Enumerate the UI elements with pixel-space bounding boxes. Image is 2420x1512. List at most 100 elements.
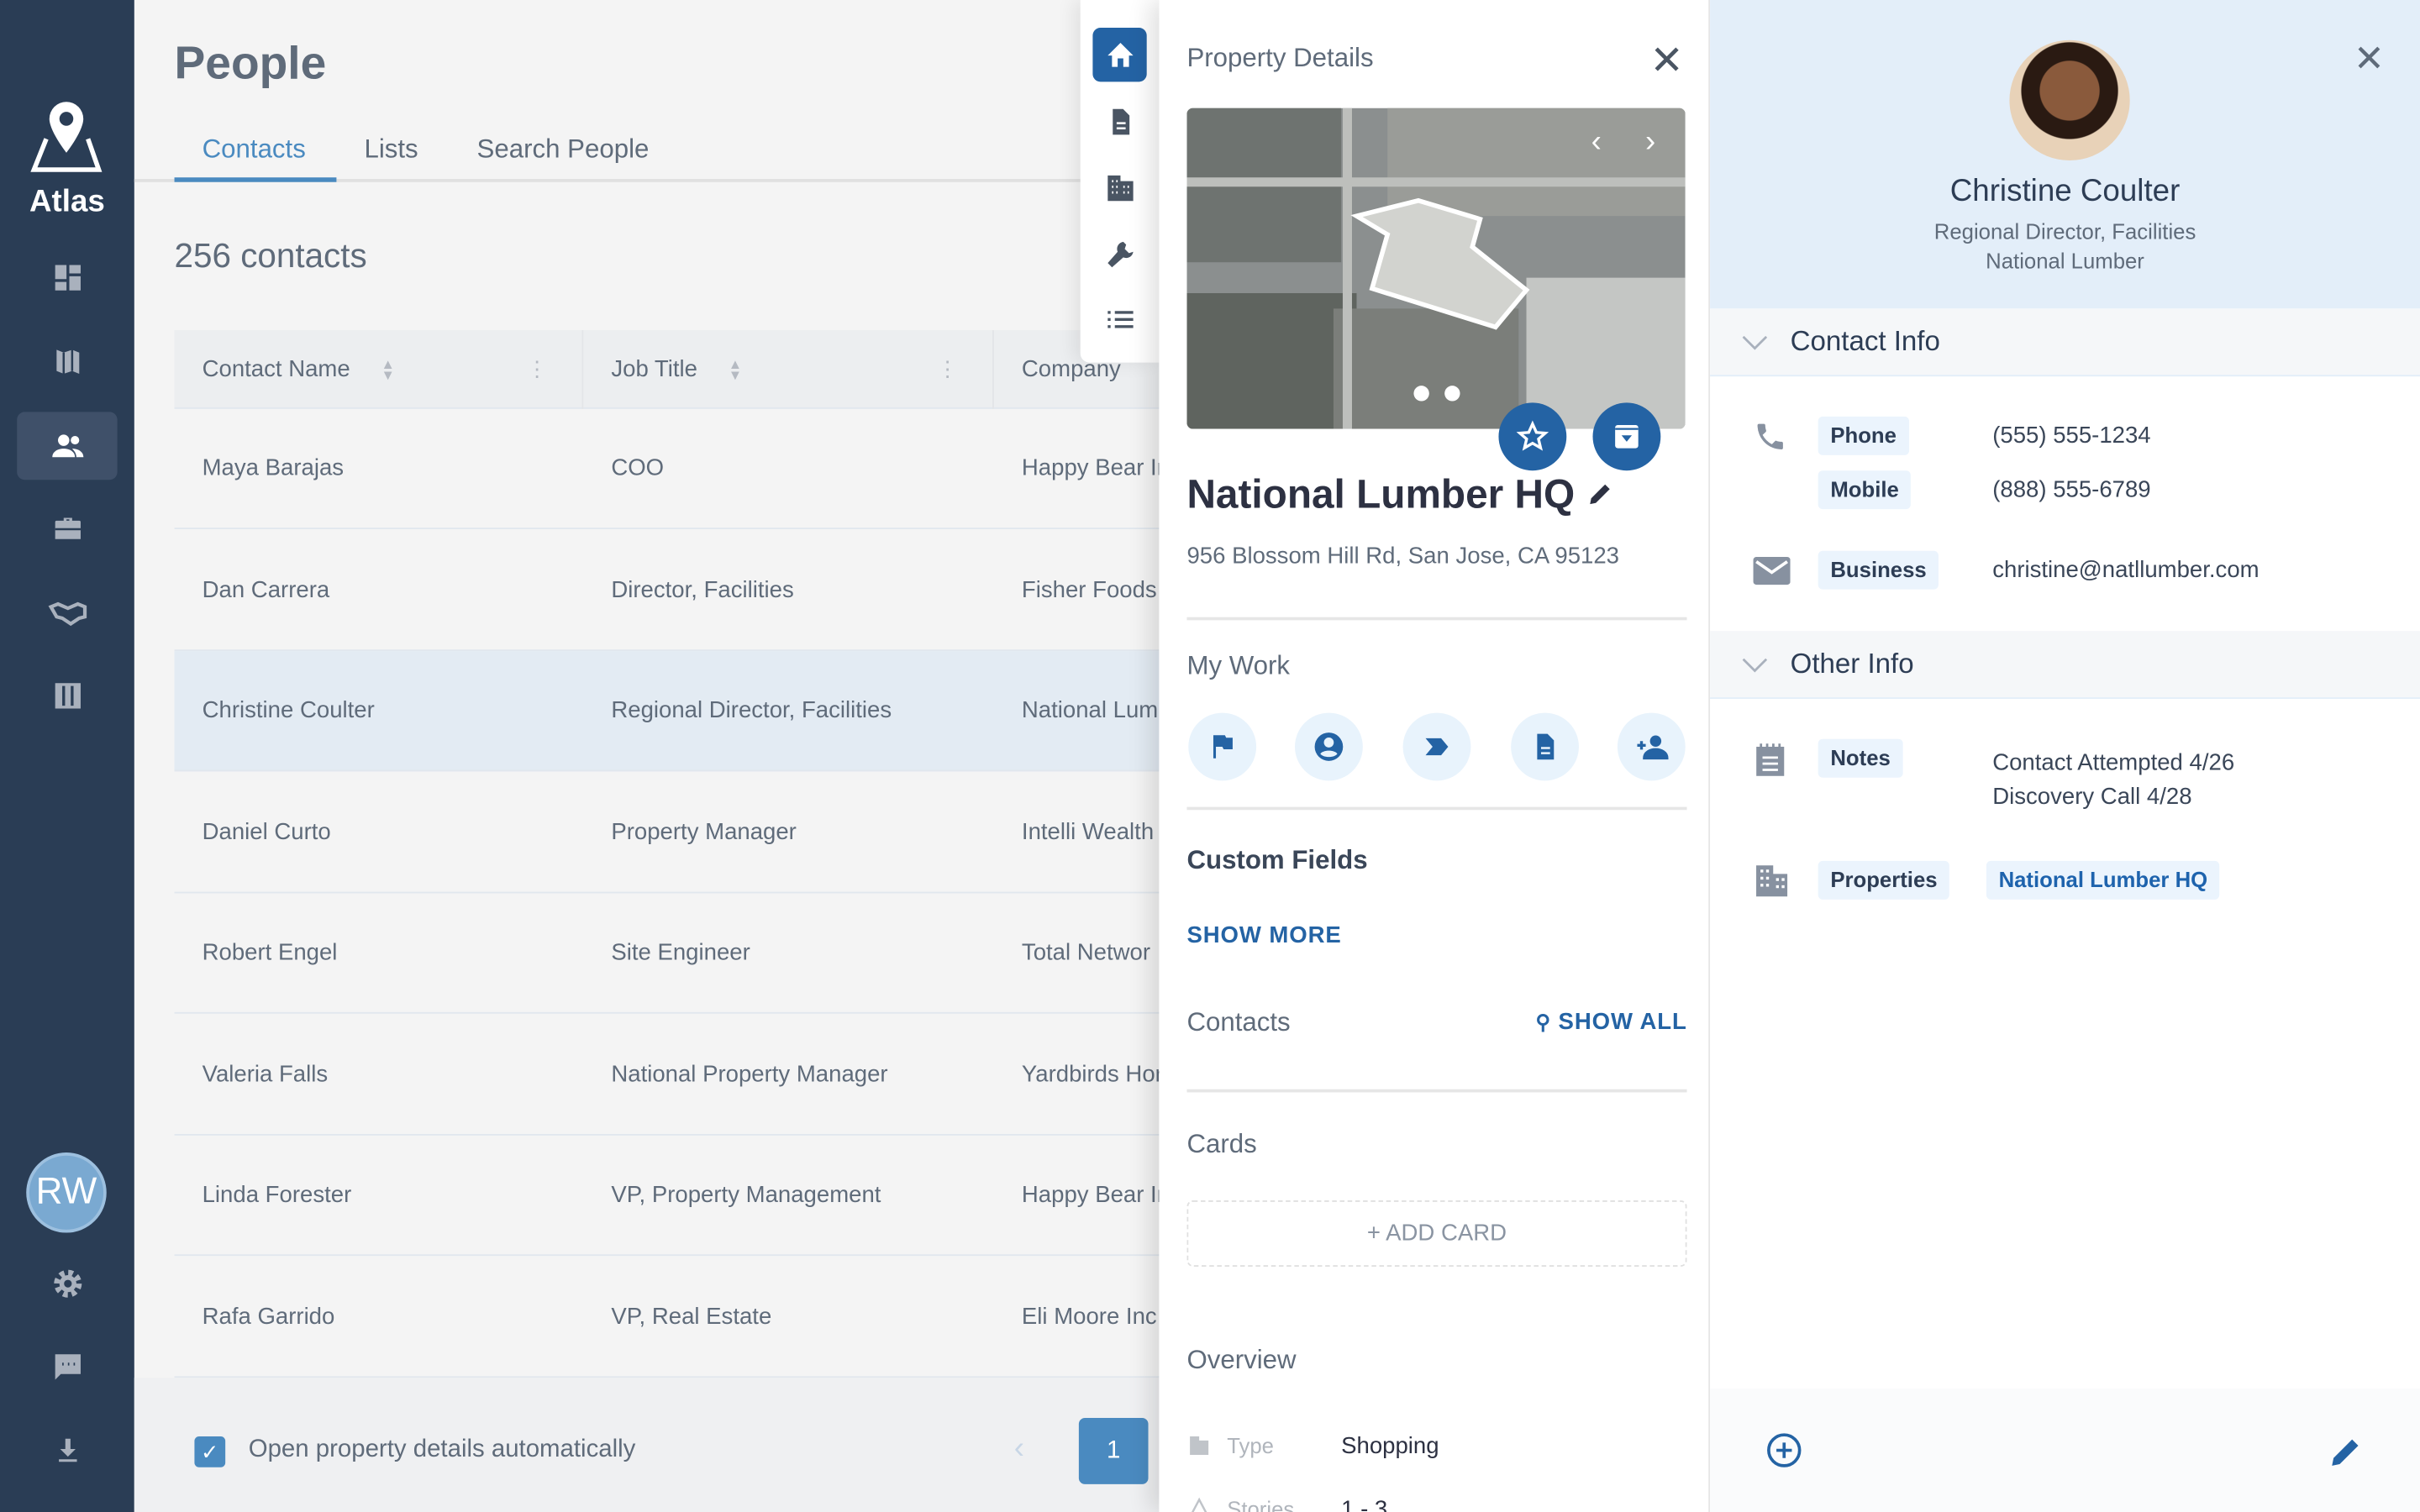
favorite-button[interactable] — [1498, 402, 1567, 471]
divider — [1186, 806, 1687, 811]
edit-contact-icon[interactable] — [2328, 1433, 2365, 1470]
nav-columns[interactable] — [17, 662, 117, 730]
work-flag-button[interactable] — [1188, 712, 1257, 781]
toolbar-document[interactable] — [1092, 94, 1146, 148]
overview-stories-label: Stories — [1227, 1496, 1295, 1512]
chevron-stage-icon — [1425, 738, 1449, 756]
nav-deals[interactable] — [17, 579, 117, 647]
company-cell: Yardbirds Hor — [1021, 1060, 1163, 1087]
toolbar-home[interactable] — [1092, 28, 1147, 82]
contact-name-cell: Daniel Curto — [202, 818, 331, 845]
contact-name-cell: Robert Engel — [202, 939, 338, 966]
map-icon — [55, 349, 79, 374]
sidebar: Atlas RW — [0, 0, 134, 1512]
table-row[interactable]: Daniel Curto Property Manager Intelli Weal… — [174, 772, 1163, 893]
mobile-value[interactable]: (888) 555-6789 — [1992, 476, 2151, 503]
document-icon — [1112, 108, 1129, 134]
column-contact-name[interactable]: Contact Name ▲ ▼ ⋮ — [175, 330, 584, 409]
work-stage-button[interactable] — [1402, 712, 1471, 781]
table-row[interactable]: Robert Engel Site Engineer Total Networ — [174, 893, 1163, 1014]
other-info-section[interactable]: Other Info — [1710, 631, 2420, 700]
close-property-button[interactable]: ✕ — [1649, 37, 1684, 84]
job-title-cell: COO — [611, 454, 665, 482]
column-menu-icon[interactable]: ⋮ — [936, 356, 959, 381]
property-name: National Lumber HQ — [1186, 470, 1613, 518]
prev-page-button[interactable]: ‹ — [1013, 1431, 1024, 1466]
tab-contacts[interactable]: Contacts — [202, 134, 306, 164]
table-row[interactable]: Christine Coulter Regional Director, Faci… — [174, 651, 1163, 772]
nav-people[interactable] — [17, 412, 118, 480]
job-title-cell: VP, Property Management — [611, 1181, 881, 1209]
nav-dashboard[interactable] — [17, 244, 117, 312]
sort-icon[interactable]: ▲ ▼ — [381, 355, 395, 382]
nav-messages[interactable] — [17, 1333, 117, 1401]
table-row[interactable]: Maya Barajas COO Happy Bear In — [174, 409, 1170, 529]
company-cell: Happy Bear In — [1021, 1181, 1171, 1209]
work-contact-button[interactable] — [1295, 712, 1363, 781]
auto-open-checkbox[interactable]: ✓ — [194, 1436, 226, 1467]
toolbar-tools[interactable] — [1092, 227, 1146, 281]
close-contact-button[interactable]: ✕ — [2354, 38, 2385, 81]
nav-download[interactable] — [17, 1416, 117, 1484]
overview-stories-value: 1 - 3 — [1341, 1496, 1388, 1512]
column-menu-icon[interactable]: ⋮ — [526, 356, 549, 381]
property-details-panel: Property Details ✕ ‹ › National Lumber H… — [1159, 0, 1711, 1512]
contact-footer — [1710, 1389, 2420, 1512]
toolbar-building[interactable] — [1092, 160, 1146, 214]
nav-settings[interactable] — [17, 1250, 117, 1318]
my-work-heading: My Work — [1186, 651, 1291, 680]
nav-portfolio[interactable] — [17, 496, 117, 564]
stories-icon — [1191, 1497, 1207, 1512]
add-circle-icon[interactable] — [1765, 1431, 1802, 1468]
add-card-button[interactable]: + ADD CARD — [1186, 1200, 1687, 1267]
table-row[interactable]: Valeria Falls National Property Manager Ya… — [174, 1015, 1163, 1135]
properties-label: Properties — [1818, 860, 1950, 900]
notes-line-1: Contact Attempted 4/26 — [1992, 749, 2235, 776]
contact-name-cell: Christine Coulter — [202, 697, 375, 724]
building-icon — [1756, 865, 1788, 897]
contact-name-cell: Maya Barajas — [202, 454, 345, 482]
chevron-down-icon — [1742, 334, 1768, 349]
tab-divider — [134, 179, 1092, 182]
phone-value[interactable]: (555) 555-1234 — [1992, 423, 2151, 449]
property-toolbar — [1080, 0, 1160, 363]
toolbar-list[interactable] — [1092, 293, 1146, 347]
contact-name-cell: Rafa Garrido — [202, 1303, 335, 1330]
auto-open-label: Open property details automatically — [248, 1436, 636, 1463]
tab-lists[interactable]: Lists — [364, 134, 418, 164]
table-row[interactable]: Linda Forester VP, Property Management Hap… — [174, 1136, 1170, 1257]
notes-icon — [1756, 743, 1785, 776]
property-link[interactable]: National Lumber HQ — [1986, 860, 2220, 900]
work-document-button[interactable] — [1511, 712, 1579, 781]
column-label: Contact Name — [202, 356, 350, 383]
work-add-person-button[interactable] — [1617, 712, 1686, 781]
account-circle-icon — [1314, 732, 1344, 761]
contact-detail-panel: ✕ Christine Coulter Regional Director, F… — [1710, 0, 2420, 1512]
nav-map[interactable] — [17, 327, 117, 395]
email-value[interactable]: christine@natllumber.com — [1992, 557, 2260, 584]
tab-search-people[interactable]: Search People — [476, 134, 650, 164]
show-more-link[interactable]: SHOW MORE — [1186, 922, 1342, 949]
contact-count: 256 contacts — [174, 236, 367, 275]
property-name-text: National Lumber HQ — [1186, 470, 1576, 517]
next-image-icon: › — [1645, 123, 1655, 158]
app-name: Atlas — [29, 185, 105, 219]
show-all-link[interactable]: ⚲ SHOW ALL — [1536, 1009, 1687, 1035]
aerial-photo: ‹ › — [1186, 108, 1686, 429]
user-avatar[interactable]: RW — [26, 1152, 107, 1233]
contact-info-section[interactable]: Contact Info — [1710, 308, 2420, 377]
sort-icon[interactable]: ▲ ▼ — [728, 355, 743, 382]
table-row[interactable]: Rafa Garrido VP, Real Estate Eli Moore Inc — [174, 1257, 1163, 1378]
column-job-title[interactable]: Job Title ▲ ▼ ⋮ — [583, 330, 994, 409]
chevron-down-icon — [1742, 657, 1768, 672]
company-cell: Total Networ — [1021, 939, 1151, 966]
prev-image-icon: ‹ — [1591, 123, 1602, 158]
archive-button[interactable] — [1592, 402, 1661, 471]
edit-name-icon[interactable] — [1586, 480, 1613, 507]
chat-icon — [54, 1354, 81, 1380]
email-icon — [1753, 557, 1791, 585]
phone-icon — [1757, 423, 1783, 449]
page-1-button[interactable]: 1 — [1078, 1417, 1149, 1484]
job-title-cell: Director, Facilities — [611, 576, 794, 603]
table-row[interactable]: Dan Carrera Director, Facilities Fisher Fo… — [174, 530, 1163, 651]
